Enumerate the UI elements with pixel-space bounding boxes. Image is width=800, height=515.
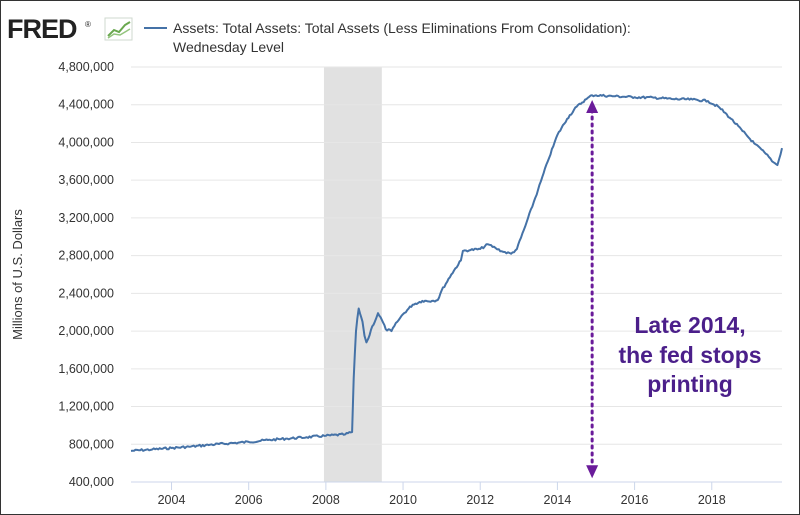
- series-layer: [130, 93, 783, 452]
- legend-label-line1: Assets: Total Assets: Total Assets (Less…: [173, 20, 631, 36]
- logo-registered-mark: ®: [85, 20, 91, 29]
- y-tick-label: 800,000: [69, 437, 114, 451]
- y-tick-label: 3,200,000: [58, 211, 114, 225]
- annotation-text: Late 2014, the fed stops printing: [618, 312, 761, 397]
- annotation-line-3: printing: [647, 371, 733, 397]
- chart-legend: Assets: Total Assets: Total Assets (Less…: [144, 20, 631, 55]
- y-tick-label: 1,200,000: [58, 400, 114, 414]
- plot-area: [131, 67, 782, 482]
- y-tick-label: 4,000,000: [58, 135, 114, 149]
- series-line: [130, 93, 783, 452]
- annotation-arrow: [586, 100, 599, 479]
- x-tick-label: 2016: [621, 493, 649, 507]
- logo-graph-icon: [104, 17, 133, 41]
- y-tick-label: 4,800,000: [58, 60, 114, 74]
- plot-background: [131, 67, 782, 482]
- fred-logo: FRED ®: [7, 14, 133, 44]
- logo-text: FRED: [7, 14, 77, 44]
- gridlines: [131, 66, 782, 483]
- x-tick-label: 2012: [466, 493, 494, 507]
- annotation-line-2: the fed stops: [618, 342, 761, 368]
- y-tick-label: 1,600,000: [58, 362, 114, 376]
- x-axis-ticks: 2004 2006 2008 2010 2012 2014 2016 2018: [131, 481, 782, 507]
- y-tick-label: 4,400,000: [58, 98, 114, 112]
- y-tick-label: 400,000: [69, 475, 114, 489]
- x-tick-label: 2010: [389, 493, 417, 507]
- y-tick-label: 3,600,000: [58, 173, 114, 187]
- x-tick-label: 2018: [698, 493, 726, 507]
- legend-label-line2: Wednesday Level: [173, 39, 284, 55]
- x-tick-label: 2004: [158, 493, 186, 507]
- y-axis-ticks: 400,000 800,000 1,200,000 1,600,000 2,000,00…: [58, 60, 114, 489]
- annotation-arrowhead-bottom: [586, 465, 599, 479]
- y-tick-label: 2,000,000: [58, 324, 114, 338]
- annotation-line-1: Late 2014,: [634, 312, 745, 338]
- y-tick-label: 2,400,000: [58, 286, 114, 300]
- x-tick-label: 2014: [544, 493, 572, 507]
- y-axis-title: Millions of U.S. Dollars: [10, 209, 25, 340]
- annotation-arrowhead-top: [586, 100, 599, 114]
- x-tick-label: 2006: [235, 493, 263, 507]
- y-tick-label: 2,800,000: [58, 249, 114, 263]
- x-tick-label: 2008: [312, 493, 340, 507]
